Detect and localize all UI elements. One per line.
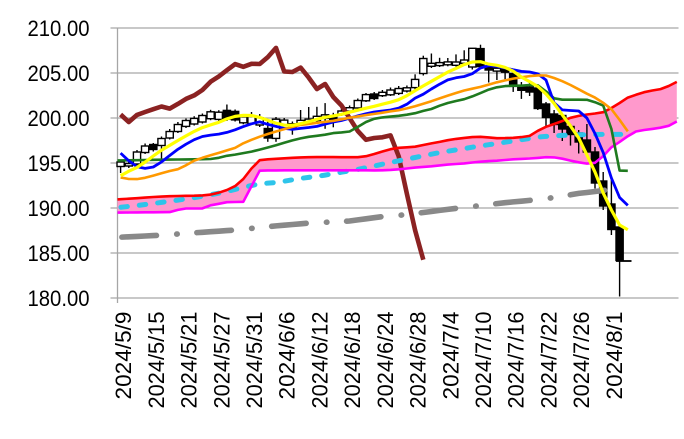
svg-text:2024/6/18: 2024/6/18 [340,312,365,409]
svg-text:2024/5/9: 2024/5/9 [111,312,136,400]
svg-text:2024/5/21: 2024/5/21 [177,312,202,409]
svg-text:2024/5/15: 2024/5/15 [144,312,169,409]
svg-text:210.00: 210.00 [28,16,90,41]
svg-text:2024/5/27: 2024/5/27 [209,312,234,409]
svg-text:2024/6/28: 2024/6/28 [406,312,431,409]
svg-text:185.00: 185.00 [28,241,90,266]
svg-text:2024/7/22: 2024/7/22 [537,312,562,409]
svg-text:200.00: 200.00 [28,106,90,131]
svg-text:2024/6/24: 2024/6/24 [373,312,398,409]
svg-text:180.00: 180.00 [28,286,90,311]
svg-text:2024/7/16: 2024/7/16 [504,312,529,409]
svg-text:2024/5/31: 2024/5/31 [242,312,267,409]
svg-text:2024/7/10: 2024/7/10 [471,312,496,409]
svg-text:2024/8/1: 2024/8/1 [602,312,627,400]
svg-text:2024/7/26: 2024/7/26 [569,312,594,409]
svg-text:2024/7/4: 2024/7/4 [438,312,463,400]
svg-text:205.00: 205.00 [28,61,90,86]
svg-text:190.00: 190.00 [28,196,90,221]
svg-text:195.00: 195.00 [28,151,90,176]
svg-text:2024/6/12: 2024/6/12 [307,312,332,409]
svg-text:2024/6/6: 2024/6/6 [275,312,300,400]
